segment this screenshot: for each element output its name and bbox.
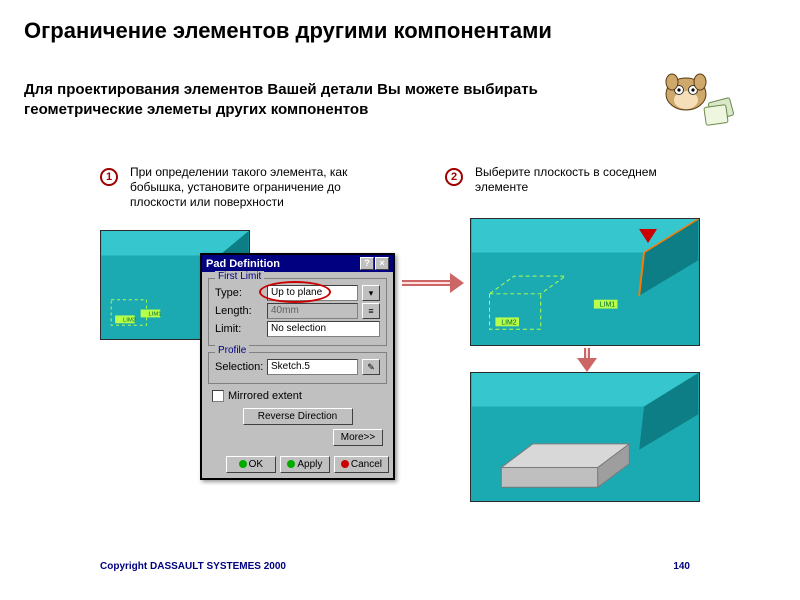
- arrow-right-icon: [402, 276, 462, 290]
- dialog-title-text: Pad Definition: [206, 258, 280, 270]
- slide-subtitle: Для проектирования элементов Вашей детал…: [24, 80, 584, 119]
- step-badge-2: 2: [445, 168, 463, 186]
- length-label: Length:: [215, 305, 263, 317]
- selection-label: Selection:: [215, 361, 263, 373]
- checkbox-box[interactable]: [212, 390, 224, 402]
- apply-button[interactable]: Apply: [280, 456, 330, 473]
- svg-text:LIM2: LIM2: [501, 319, 516, 326]
- selection-arrow-icon: [639, 229, 657, 243]
- dialog-titlebar[interactable]: Pad Definition ? ×: [202, 255, 393, 272]
- pad-definition-dialog: Pad Definition ? × First Limit Type: Up …: [200, 253, 395, 480]
- more-button[interactable]: More>>: [333, 429, 383, 446]
- cancel-button[interactable]: Cancel: [334, 456, 389, 473]
- mirrored-label: Mirrored extent: [228, 390, 302, 402]
- step-2-text: Выберите плоскость в соседнем элементе: [475, 165, 675, 195]
- profile-group: Profile Selection: Sketch.5 ✎: [208, 352, 387, 384]
- limit-label: Limit:: [215, 323, 263, 335]
- limit-input[interactable]: No selection: [267, 321, 380, 337]
- close-icon[interactable]: ×: [375, 257, 389, 270]
- svg-text:LIM2: LIM2: [123, 317, 136, 323]
- ok-button[interactable]: OK: [226, 456, 276, 473]
- cad-figure-bottom-right: [470, 372, 700, 502]
- svg-text:LIM1: LIM1: [600, 302, 615, 309]
- mirrored-checkbox[interactable]: Mirrored extent: [212, 390, 387, 402]
- arrow-down-icon: [580, 348, 594, 370]
- copyright-text: Copyright DASSAULT SYSTEMES 2000: [100, 561, 286, 572]
- reverse-direction-button[interactable]: Reverse Direction: [243, 408, 353, 425]
- sketch-icon[interactable]: ✎: [362, 359, 380, 375]
- first-limit-group: First Limit Type: Up to plane ▾ Length: …: [208, 278, 387, 346]
- cad-figure-top-right: LIM2 LIM1: [470, 218, 700, 346]
- type-label: Type:: [215, 287, 263, 299]
- mascot-icon: [650, 60, 740, 130]
- first-limit-label: First Limit: [215, 271, 264, 282]
- help-icon[interactable]: ?: [360, 257, 374, 270]
- profile-label: Profile: [215, 345, 249, 356]
- spinner-icon: ≡: [362, 303, 380, 319]
- svg-text:LIM1: LIM1: [148, 311, 161, 317]
- page-number: 140: [673, 561, 690, 572]
- length-input: 40mm: [267, 303, 358, 319]
- step-badge-1: 1: [100, 168, 118, 186]
- chevron-down-icon[interactable]: ▾: [362, 285, 380, 301]
- selection-input[interactable]: Sketch.5: [267, 359, 358, 375]
- step-1-text: При определении такого элемента, как боб…: [130, 165, 350, 210]
- slide-title: Ограничение элементов другими компонента…: [24, 18, 584, 44]
- type-dropdown[interactable]: Up to plane: [267, 285, 358, 301]
